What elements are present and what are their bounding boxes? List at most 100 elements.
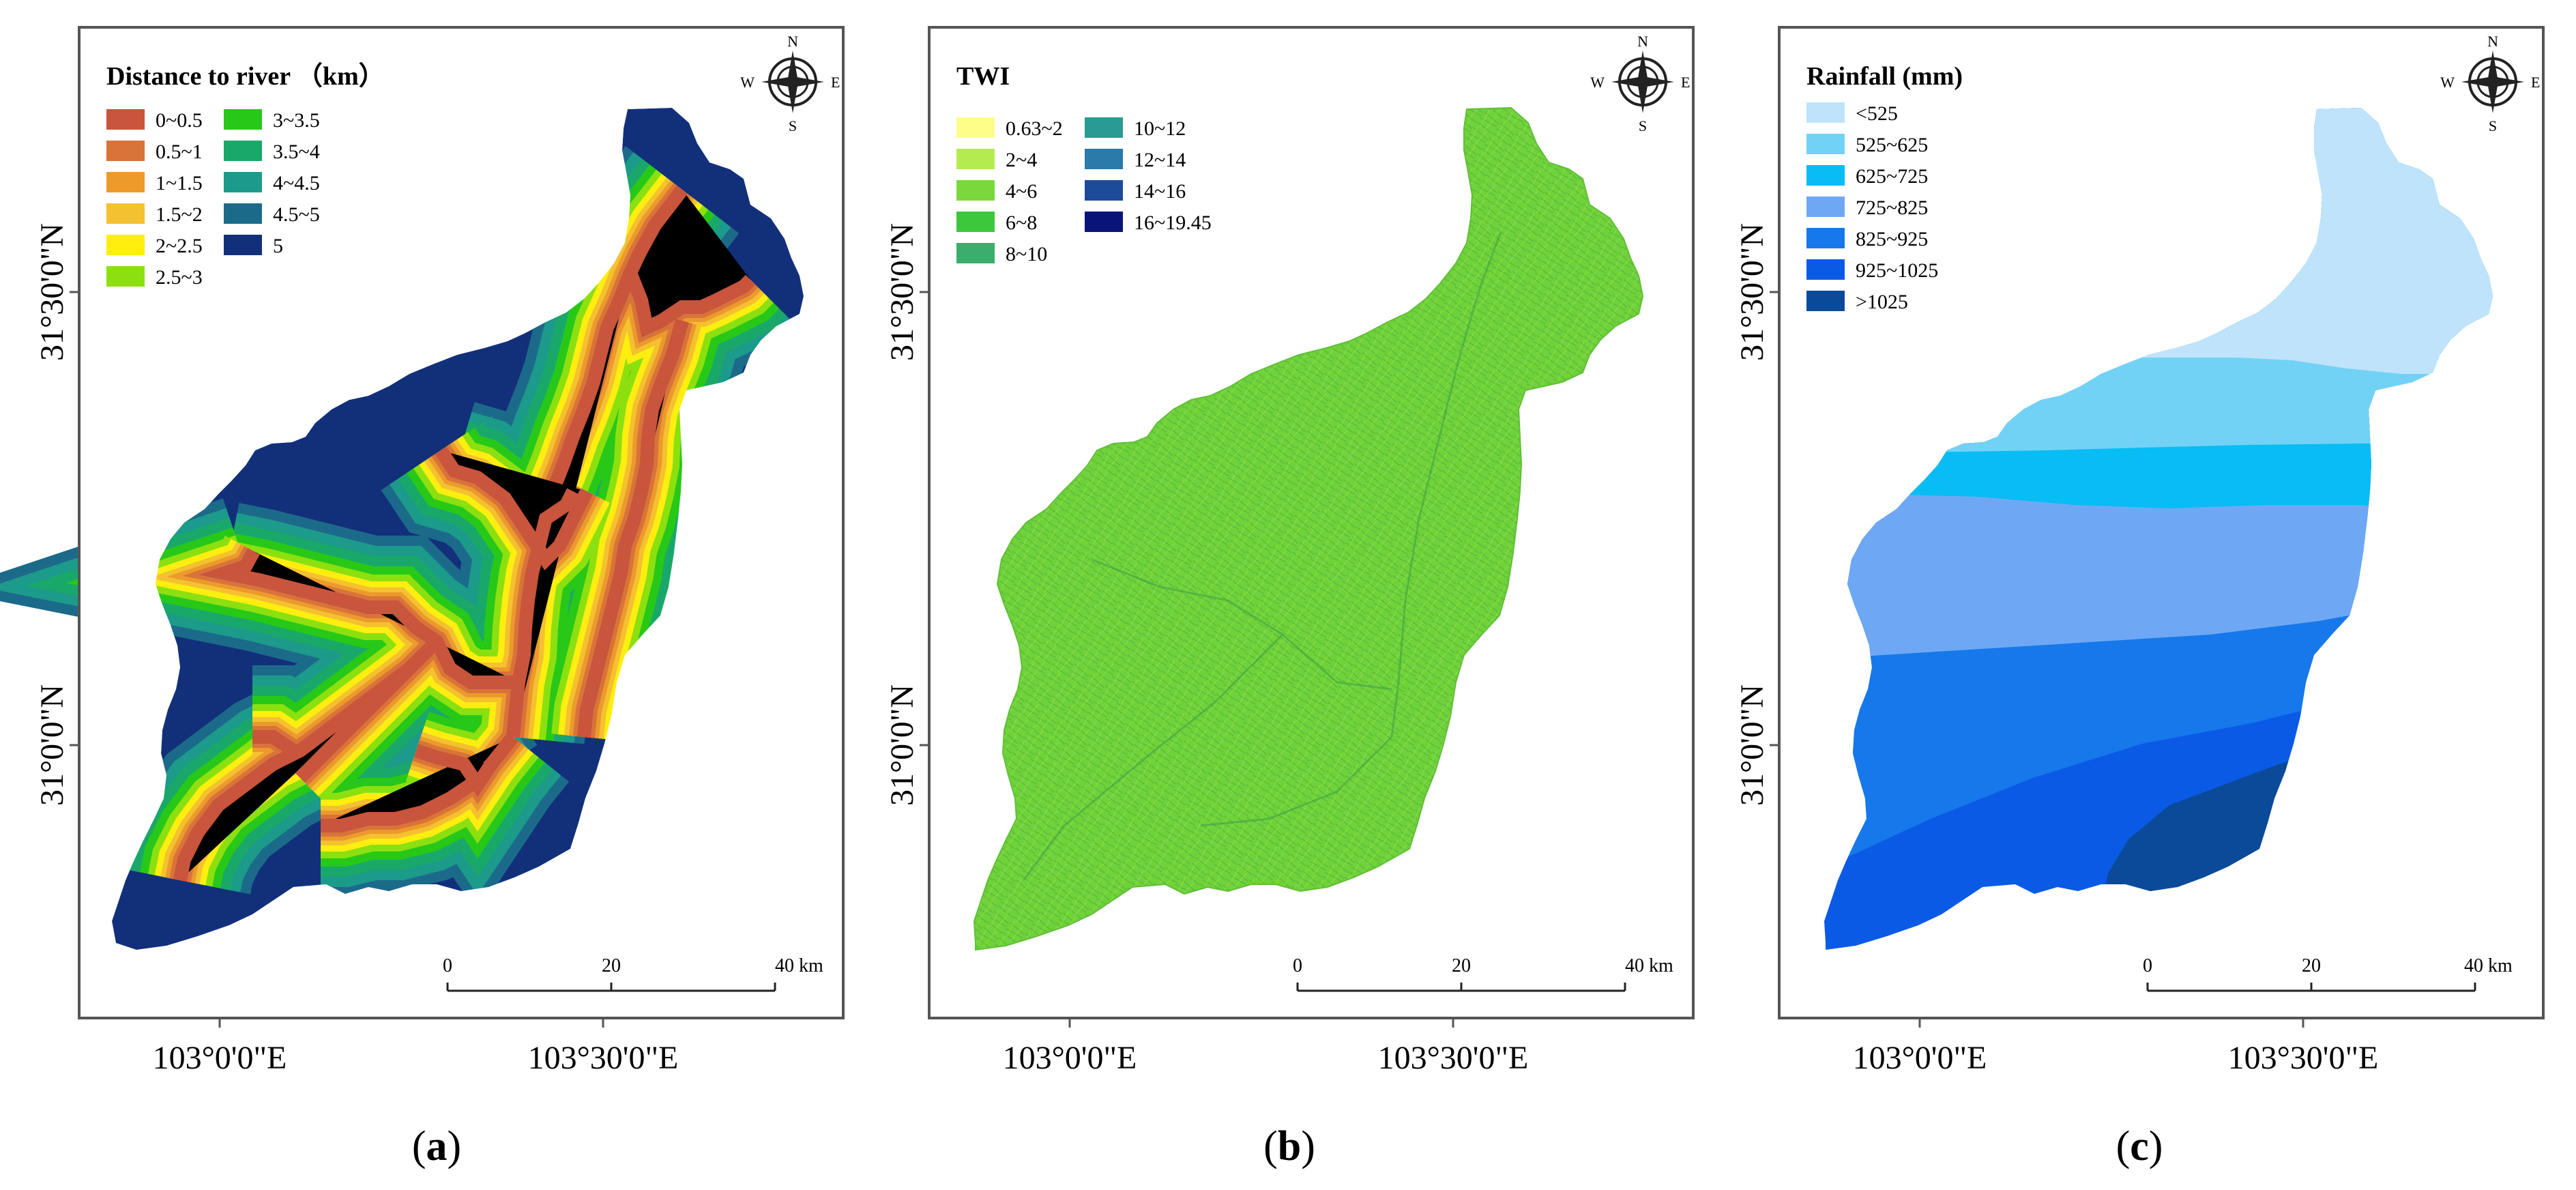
svg-text:S: S [2489, 117, 2497, 134]
svg-text:N: N [787, 33, 798, 50]
svg-text:103°30'0"E: 103°30'0"E [2228, 1040, 2379, 1076]
legend-item: 0~0.5 [106, 109, 203, 132]
svg-text:W: W [740, 74, 755, 91]
twi-raster [973, 106, 1644, 951]
legend-item: 2~4 [956, 149, 1037, 171]
svg-text:925~1025: 925~1025 [1856, 259, 1938, 282]
scale-bar: 0 20 40 km [443, 955, 823, 992]
svg-text:103°30'0"E: 103°30'0"E [1378, 1040, 1529, 1076]
legend-item: 12~14 [1085, 149, 1186, 171]
svg-text:0: 0 [443, 955, 452, 976]
svg-text:31°30'0"N: 31°30'0"N [34, 223, 70, 361]
svg-text:4~4.5: 4~4.5 [273, 172, 320, 194]
svg-text:20: 20 [2302, 955, 2321, 976]
svg-text:31°0'0"N: 31°0'0"N [884, 684, 920, 806]
legend-c: <525 525~625 625~725 725~825 825~925 925… [1806, 102, 1938, 313]
svg-text:S: S [789, 117, 797, 134]
svg-text:31°30'0"N: 31°30'0"N [884, 223, 920, 361]
svg-text:3~3.5: 3~3.5 [273, 109, 320, 132]
svg-text:4.5~5: 4.5~5 [273, 203, 320, 226]
panel-c: Rainfall (mm) <525 525~625 625~725 725~8… [1734, 26, 2545, 1170]
legend-item: 2~2.5 [106, 235, 203, 257]
panel-caption: (a) [412, 1123, 461, 1170]
north-arrow-icon: N S W E [740, 33, 840, 134]
svg-text:40 km: 40 km [1625, 955, 1673, 976]
panel-b: TWI 0.63~2 2~4 4~6 6~8 8~10 10~12 12~14 … [884, 26, 1695, 1170]
svg-text:0~0.5: 0~0.5 [156, 109, 203, 132]
scale-bar: 0 20 40 km [2143, 955, 2513, 992]
svg-text:103°0'0"E: 103°0'0"E [1003, 1040, 1137, 1076]
legend-item: 5 [224, 235, 283, 257]
legend-item: 4.5~5 [224, 203, 320, 226]
legend-item: 8~10 [956, 243, 1047, 265]
axis-labels: 103°0'0"E 103°30'0"E 31°30'0"N 31°0'0"N [884, 223, 1528, 1076]
legend-a: 0~0.5 0.5~1 1~1.5 1.5~2 2~2.5 2.5~3 3~3.… [106, 109, 320, 289]
svg-text:31°30'0"N: 31°30'0"N [1734, 223, 1770, 361]
svg-text:6~8: 6~8 [1006, 212, 1037, 234]
axis-labels: 103°0'0"E 103°30'0"E 31°30'0"N 31°0'0"N [34, 223, 678, 1076]
outside-mask [80, 29, 842, 1017]
svg-text:E: E [2531, 74, 2540, 91]
svg-text:2~4: 2~4 [1006, 149, 1037, 171]
legend-item: 1~1.5 [106, 172, 203, 194]
svg-text:525~625: 525~625 [1856, 134, 1928, 156]
north-arrow-icon: N S W E [2440, 33, 2540, 134]
svg-text:20: 20 [602, 955, 621, 976]
svg-text:12~14: 12~14 [1134, 149, 1186, 171]
svg-text:>1025: >1025 [1856, 291, 1908, 313]
svg-text:0.63~2: 0.63~2 [1006, 117, 1063, 140]
svg-text:14~16: 14~16 [1134, 180, 1186, 203]
scale-bar: 0 20 40 km [1293, 955, 1673, 992]
legend-item: 16~19.45 [1085, 212, 1212, 234]
svg-text:5: 5 [273, 235, 283, 257]
svg-text:W: W [1590, 74, 1605, 91]
legend-item: 525~625 [1806, 134, 1928, 156]
svg-text:103°0'0"E: 103°0'0"E [1853, 1040, 1987, 1076]
legend-title: Distance to river （km） [106, 62, 385, 91]
svg-text:2~2.5: 2~2.5 [156, 235, 203, 257]
svg-text:N: N [2487, 33, 2498, 50]
north-arrow-icon: N S W E [1590, 33, 1690, 134]
legend-item: 10~12 [1085, 117, 1186, 140]
svg-text:40 km: 40 km [2464, 955, 2513, 976]
legend-item: 0.63~2 [956, 117, 1063, 140]
svg-text:1~1.5: 1~1.5 [156, 172, 203, 194]
legend-item: 625~725 [1806, 165, 1928, 188]
svg-text:1.5~2: 1.5~2 [156, 203, 203, 226]
svg-text:3.5~4: 3.5~4 [273, 141, 320, 163]
legend-title: TWI [956, 62, 1010, 91]
legend-item: 725~825 [1806, 197, 1928, 219]
svg-text:20: 20 [1452, 955, 1471, 976]
legend-item: 4~4.5 [224, 172, 320, 194]
twi-streams [1022, 231, 1502, 881]
svg-text:S: S [1639, 117, 1647, 134]
legend-item: >1025 [1806, 291, 1908, 313]
legend-item: 825~925 [1806, 228, 1928, 250]
svg-text:<525: <525 [1856, 102, 1898, 125]
svg-text:16~19.45: 16~19.45 [1134, 212, 1212, 234]
svg-text:N: N [1637, 33, 1648, 50]
panel-caption: (b) [1263, 1123, 1315, 1170]
svg-text:625~725: 625~725 [1856, 165, 1928, 188]
legend-item: 4~6 [956, 180, 1037, 203]
legend-item: 3.5~4 [224, 141, 320, 163]
svg-text:40 km: 40 km [775, 955, 823, 976]
legend-item: 6~8 [956, 212, 1037, 234]
svg-text:10~12: 10~12 [1134, 117, 1186, 140]
legend-title: Rainfall (mm) [1806, 62, 1963, 91]
legend-item: 925~1025 [1806, 259, 1938, 282]
svg-text:E: E [1681, 74, 1690, 91]
svg-text:103°0'0"E: 103°0'0"E [153, 1040, 287, 1076]
svg-text:W: W [2440, 74, 2455, 91]
svg-text:31°0'0"N: 31°0'0"N [34, 684, 70, 806]
legend-item: <525 [1806, 102, 1898, 125]
svg-text:0.5~1: 0.5~1 [156, 141, 203, 163]
legend-item: 0.5~1 [106, 141, 203, 163]
axis-labels: 103°0'0"E 103°30'0"E 31°30'0"N 31°0'0"N [1734, 223, 2378, 1076]
svg-text:4~6: 4~6 [1006, 180, 1037, 203]
svg-text:8~10: 8~10 [1006, 243, 1047, 265]
svg-text:725~825: 725~825 [1856, 197, 1928, 219]
svg-text:0: 0 [1293, 955, 1302, 976]
panel-caption: (c) [2116, 1123, 2163, 1170]
